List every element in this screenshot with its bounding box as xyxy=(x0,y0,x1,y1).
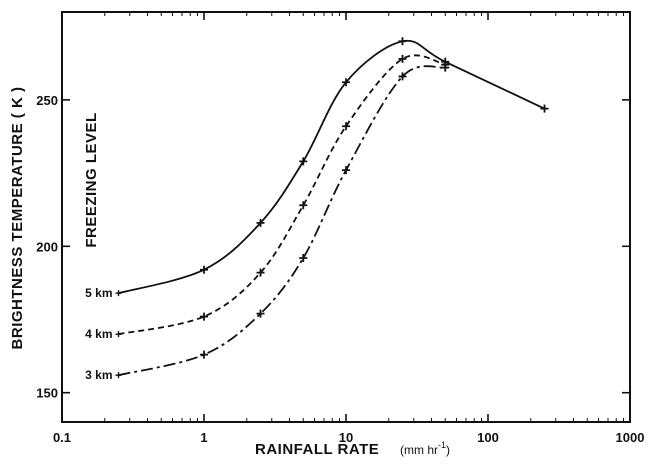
data-point xyxy=(540,104,549,113)
x-axis-units-close: ) xyxy=(446,443,450,457)
data-point xyxy=(256,218,265,227)
data-point xyxy=(299,254,308,262)
x-tick-label: 10 xyxy=(339,430,353,445)
data-point xyxy=(200,312,208,321)
x-axis-title: RAINFALL RATE xyxy=(255,441,379,458)
x-axis-units-exp: -1 xyxy=(438,440,446,450)
series-label: 3 km xyxy=(85,368,112,382)
data-point xyxy=(398,54,407,63)
y-tick-label: 250 xyxy=(36,93,58,108)
freezing-level-annotation: FREEZING LEVEL xyxy=(83,112,100,247)
x-tick-label: 100 xyxy=(477,430,499,445)
data-point xyxy=(398,72,407,81)
plot-frame xyxy=(61,11,631,423)
data-point xyxy=(342,122,350,131)
series-line xyxy=(118,54,446,336)
data-point xyxy=(398,37,407,46)
data-point xyxy=(342,166,350,175)
series-label: 5 km xyxy=(85,286,112,300)
data-point xyxy=(200,265,208,274)
data-point xyxy=(256,268,265,277)
x-axis-units: (mm hr-1) xyxy=(400,440,450,457)
axis-ticks xyxy=(61,12,631,422)
data-point xyxy=(441,63,450,72)
series-label-marker xyxy=(115,290,122,297)
x-tick-label: 0.1 xyxy=(53,430,71,445)
x-tick-label: 1 xyxy=(200,430,207,445)
series-label: 4 km xyxy=(85,327,112,341)
series-layer xyxy=(118,37,549,377)
x-axis-units-base: (mm hr xyxy=(400,443,438,457)
labels-layer: 0.1 1 10 100 1000 150 200 250 5 km 4 km 3 km xyxy=(36,93,644,445)
data-point xyxy=(200,350,208,359)
series-line xyxy=(118,39,545,295)
series-label-marker xyxy=(115,331,122,338)
data-point xyxy=(299,201,308,210)
y-axis-title: BRIGHTNESS TEMPERATURE ( K ) xyxy=(9,87,26,350)
x-tick-label: 1000 xyxy=(616,430,645,445)
data-point xyxy=(299,157,308,166)
data-point xyxy=(342,78,350,87)
y-tick-label: 150 xyxy=(36,386,58,401)
y-tick-label: 200 xyxy=(36,239,58,254)
series-line xyxy=(118,65,446,377)
series-label-marker xyxy=(115,372,122,379)
data-point xyxy=(256,309,265,318)
